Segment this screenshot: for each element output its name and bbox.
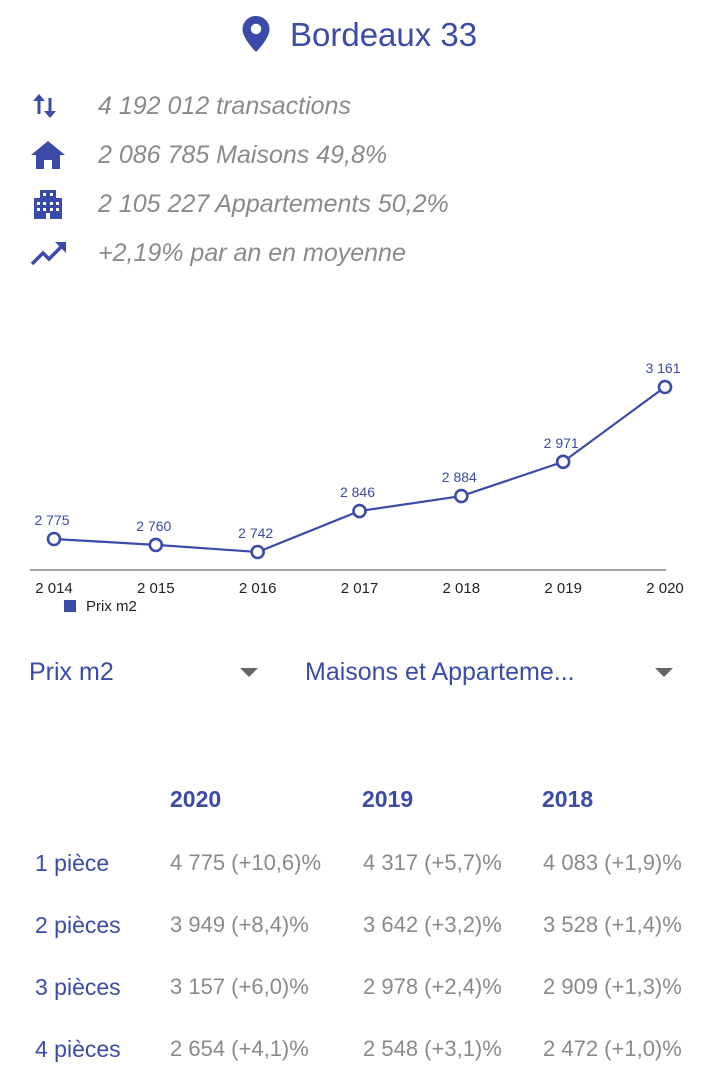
data-label: 2 775 — [34, 512, 69, 528]
data-point — [46, 531, 62, 547]
table-cell: 3 157 (+6,0)% — [170, 974, 309, 999]
table-cell: 2 978 (+2,4)% — [363, 974, 502, 999]
data-label: 2 742 — [238, 525, 273, 541]
data-label: 2 884 — [442, 469, 477, 485]
data-label: 2 846 — [340, 484, 375, 500]
table-cell: 3 949 (+8,4)% — [170, 912, 309, 937]
table-cell: 4 775 (+10,6)% — [170, 850, 322, 875]
line-chart: 2 775 2 760 2 742 2 846 2 884 2 971 3 161 2 014… — [30, 360, 684, 597]
x-tick-label: 2 016 — [239, 580, 277, 597]
stat-apartments: 2 105 227 Appartements 50,2% — [0, 184, 719, 224]
data-point — [250, 544, 265, 560]
stat-text: +2,19% par an en moyenne — [98, 239, 406, 267]
row-label: 1 pièce — [35, 850, 110, 876]
location-pin-icon — [242, 16, 270, 52]
column-header: 2018 — [542, 786, 594, 812]
table-cell: 2 548 (+3,1)% — [363, 1036, 502, 1061]
row-label: 4 pièces — [35, 1036, 121, 1062]
table-cell: 4 317 (+5,7)% — [363, 850, 502, 875]
table-cell: 4 083 (+1,9)% — [543, 850, 682, 875]
trending-up-icon — [30, 242, 66, 266]
row-label: 2 pièces — [35, 912, 121, 938]
row-label: 3 pièces — [35, 974, 121, 1000]
data-label: 2 760 — [136, 518, 171, 534]
metric-select-value: Prix m2 — [29, 658, 114, 686]
stat-transactions: 4 192 012 transactions — [0, 86, 719, 126]
price-chart: 2 775 2 760 2 742 2 846 2 884 2 971 3 161 2 014… — [0, 340, 719, 630]
chevron-down-icon — [240, 668, 258, 677]
data-label: 2 971 — [544, 435, 579, 451]
legend-swatch — [64, 600, 76, 612]
table-cell: 2 654 (+4,1)% — [170, 1036, 309, 1061]
house-icon — [31, 141, 65, 169]
table-row: 3 pièces 3 157 (+6,0)% 2 978 (+2,4)% 2 9… — [0, 966, 719, 1006]
data-point — [454, 488, 469, 504]
table-cell: 2 472 (+1,0)% — [543, 1036, 682, 1061]
table-cell: 2 909 (+1,3)% — [543, 974, 682, 999]
x-tick-label: 2 019 — [544, 580, 582, 597]
table-cell: 3 642 (+3,2)% — [363, 912, 502, 937]
stat-houses: 2 086 785 Maisons 49,8% — [0, 135, 719, 175]
stat-text: 2 086 785 Maisons 49,8% — [98, 141, 388, 169]
x-tick-label: 2 018 — [443, 580, 481, 597]
property-type-select[interactable]: Maisons et Apparteme... — [305, 650, 677, 696]
stat-trend: +2,19% par an en moyenne — [0, 233, 719, 273]
chevron-down-icon — [655, 668, 673, 677]
page-title: Bordeaux 33 — [290, 16, 478, 53]
table-row: 1 pièce 4 775 (+10,6)% 4 317 (+5,7)% 4 0… — [0, 842, 719, 882]
data-label: 3 161 — [645, 360, 680, 376]
apartment-building-icon — [34, 190, 62, 219]
filter-bar: Prix m2 Maisons et Apparteme... — [0, 650, 719, 700]
x-tick-label: 2 020 — [646, 580, 684, 597]
column-header: 2020 — [170, 786, 222, 812]
legend-label: Prix m2 — [86, 598, 137, 615]
property-type-select-value: Maisons et Apparteme... — [305, 658, 575, 686]
table-cell: 3 528 (+1,4)% — [543, 912, 682, 937]
column-header: 2019 — [362, 786, 414, 812]
data-point — [352, 503, 367, 519]
x-tick-label: 2 015 — [137, 580, 175, 597]
page-header: Bordeaux 33 — [0, 0, 719, 70]
stat-text: 2 105 227 Appartements 50,2% — [98, 190, 449, 218]
stat-text: 4 192 012 transactions — [98, 92, 351, 120]
data-point — [657, 379, 673, 395]
data-point — [148, 537, 164, 553]
x-tick-label: 2 014 — [35, 580, 73, 597]
table-row: 2 pièces 3 949 (+8,4)% 3 642 (+3,2)% 3 5… — [0, 904, 719, 944]
swap-vertical-icon — [33, 94, 56, 118]
metric-select[interactable]: Prix m2 — [29, 650, 261, 696]
table-row: 4 pièces 2 654 (+4,1)% 2 548 (+3,1)% 2 4… — [0, 1028, 719, 1068]
data-point — [555, 454, 571, 470]
x-tick-label: 2 017 — [341, 580, 379, 597]
